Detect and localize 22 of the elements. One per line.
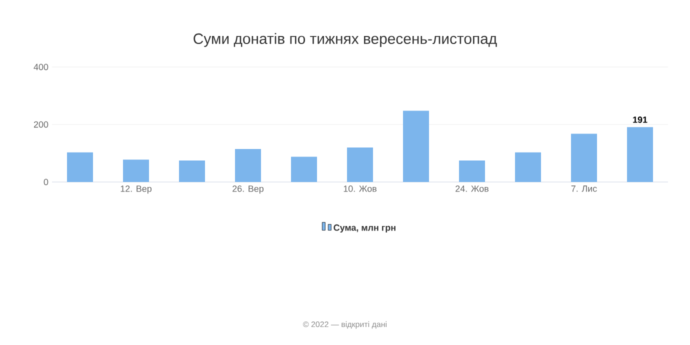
x-tick-label: 10. Жов bbox=[344, 186, 376, 192]
bar bbox=[403, 110, 430, 182]
bar bbox=[179, 160, 206, 182]
x-tick-label: 26. Вер bbox=[232, 186, 264, 194]
chart-title: Суми донатів по тижнях вересень-листопад bbox=[194, 33, 497, 47]
bar bbox=[123, 160, 150, 182]
bar bbox=[459, 160, 486, 182]
x-tick-label: 7. Лис bbox=[571, 186, 597, 192]
y-tick-label: 0 bbox=[44, 178, 48, 186]
bar bbox=[67, 152, 94, 182]
y-tick-label: 200 bbox=[34, 121, 48, 128]
y-tick-label: 400 bbox=[34, 64, 48, 70]
x-tick-label: 12. Вер bbox=[120, 186, 152, 194]
bar bbox=[235, 148, 262, 182]
x-tick-label: 24. Жов bbox=[456, 186, 488, 192]
bar bbox=[291, 156, 318, 182]
bar bbox=[515, 152, 542, 182]
bar bbox=[571, 134, 598, 182]
bar bbox=[627, 127, 654, 182]
bar bbox=[347, 148, 374, 182]
data-label: 191 bbox=[633, 116, 648, 123]
legend-label: Сума, млн грн bbox=[334, 224, 396, 233]
